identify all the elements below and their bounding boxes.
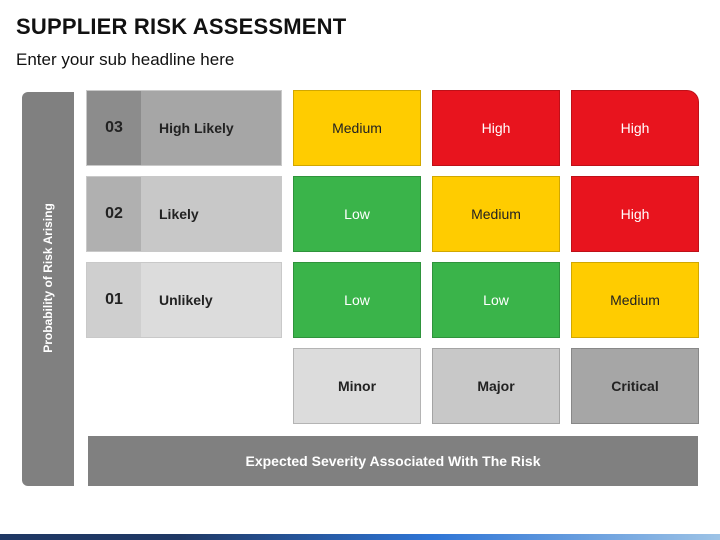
risk-cell-low: Low [432, 262, 560, 338]
severity-label-minor: Minor [293, 348, 421, 424]
probability-row-unlikely: 01 Unlikely [86, 262, 282, 338]
severity-label-major: Major [432, 348, 560, 424]
risk-cell-high: High [571, 90, 699, 166]
risk-cell-medium: Medium [293, 90, 421, 166]
severity-label-critical: Critical [571, 348, 699, 424]
footer-gradient-bar [0, 534, 720, 540]
probability-number: 03 [87, 91, 141, 165]
risk-cell-low: Low [293, 176, 421, 252]
risk-cell-medium: Medium [571, 262, 699, 338]
page-title: SUPPLIER RISK ASSESSMENT [16, 14, 347, 39]
probability-row-likely: 02 Likely [86, 176, 282, 252]
risk-cell-medium: Medium [432, 176, 560, 252]
probability-axis-label: Probability of Risk Arising [41, 203, 55, 353]
probability-number: 02 [87, 177, 141, 251]
risk-cell-high: High [432, 90, 560, 166]
probability-row-high-likely: 03 High Likely [86, 90, 282, 166]
probability-label: Likely [159, 206, 199, 222]
severity-axis-bar: Expected Severity Associated With The Ri… [88, 436, 698, 486]
probability-axis-bar [22, 92, 74, 486]
page-subtitle: Enter your sub headline here [16, 50, 235, 69]
risk-cell-high: High [571, 176, 699, 252]
probability-number: 01 [87, 263, 141, 337]
probability-label: Unlikely [159, 292, 213, 308]
probability-label: High Likely [159, 120, 234, 136]
risk-cell-low: Low [293, 262, 421, 338]
